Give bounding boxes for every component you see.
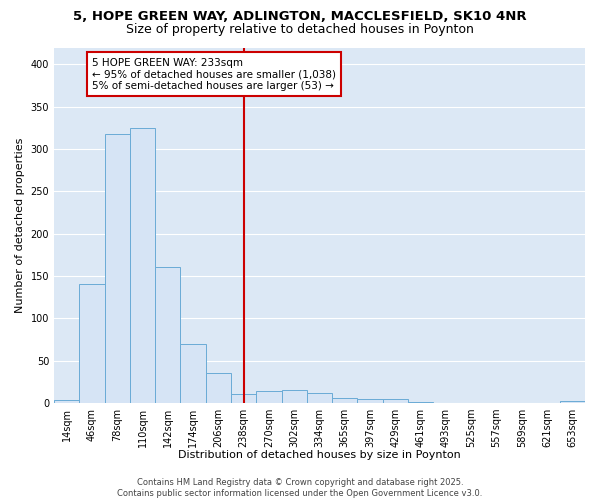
Bar [155,268,181,403]
Text: Size of property relative to detached houses in Poynton: Size of property relative to detached ho… [126,22,474,36]
Y-axis label: Number of detached properties: Number of detached properties [15,138,25,313]
Bar [560,401,585,403]
Bar [281,390,307,403]
Bar [206,373,231,403]
Bar [79,284,104,403]
Bar [307,392,332,403]
Bar [231,394,256,403]
Bar [181,344,206,403]
Bar [358,398,383,403]
Bar [104,134,130,403]
X-axis label: Distribution of detached houses by size in Poynton: Distribution of detached houses by size … [178,450,461,460]
Text: 5, HOPE GREEN WAY, ADLINGTON, MACCLESFIELD, SK10 4NR: 5, HOPE GREEN WAY, ADLINGTON, MACCLESFIE… [73,10,527,23]
Bar [54,400,79,403]
Text: 5 HOPE GREEN WAY: 233sqm
← 95% of detached houses are smaller (1,038)
5% of semi: 5 HOPE GREEN WAY: 233sqm ← 95% of detach… [92,58,336,91]
Bar [408,402,433,403]
Text: Contains HM Land Registry data © Crown copyright and database right 2025.
Contai: Contains HM Land Registry data © Crown c… [118,478,482,498]
Bar [130,128,155,403]
Bar [332,398,358,403]
Bar [256,391,281,403]
Bar [383,400,408,403]
